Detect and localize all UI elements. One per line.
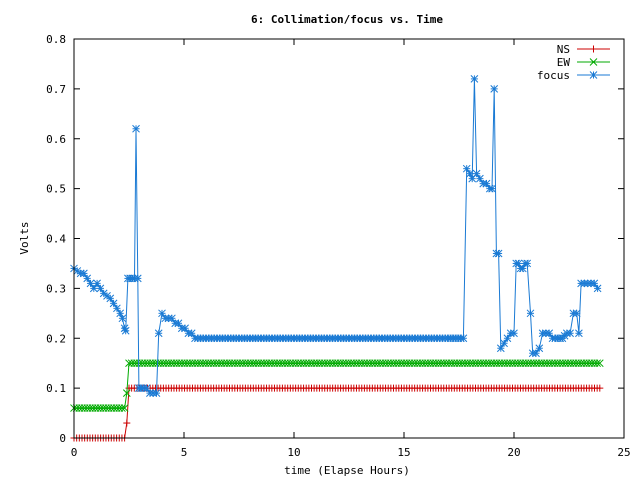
y-tick-label: 0.6 [46,133,66,146]
legend-marker-NS [590,45,597,53]
focus-point [535,344,544,353]
focus-point [566,329,574,338]
NS-point [123,419,131,427]
y-tick-label: 0.4 [46,233,66,246]
x-axis-label: time (Elapse Hours) [284,464,410,477]
focus-point [121,326,130,335]
focus-point [490,85,499,93]
y-tick-label: 0.3 [46,282,66,295]
axis-ticks: 0 5 10 15 20 25 0 0.1 0.2 0.3 0.4 0.5 0.6 0.7 0.8 [46,33,631,459]
series-EW [70,359,604,412]
y-tick-label: 0.5 [46,183,66,196]
focus-point [158,309,166,318]
x-tick-label: 0 [71,446,78,459]
focus-point [494,249,503,258]
legend-marker-EW [589,58,598,66]
EW-point [118,404,126,412]
focus-point [523,259,532,268]
x-tick-label: 10 [287,446,300,459]
focus-point [109,299,118,308]
y-tick-label: 0 [59,432,66,445]
EW-point [595,359,604,368]
focus-point [118,314,127,323]
series-focus [70,75,602,397]
y-tick-label: 0.2 [46,332,66,345]
focus-point [476,174,484,183]
focus-point [83,274,92,283]
focus-point [545,329,554,338]
EW-point [593,359,602,368]
focus-point [96,284,105,293]
focus-line [73,78,599,394]
focus-point [590,279,599,288]
y-axis-label: Volts [18,221,31,254]
focus-point [154,329,163,338]
legend-label-NS: NS [557,43,570,56]
focus-point [181,324,189,333]
focus-point [133,274,142,283]
focus-point [459,334,468,343]
chart-title: 6: Collimation/focus vs. Time [251,13,443,26]
focus-point [470,75,479,83]
focus-point [503,334,512,343]
focus-point [572,309,581,318]
focus-point [532,349,540,358]
series-layer [70,75,604,442]
x-tick-label: 25 [617,446,630,459]
focus-point [113,304,121,313]
x-tick-label: 20 [507,446,520,459]
y-tick-label: 0.7 [46,83,66,96]
focus-point [510,329,518,338]
focus-point [89,284,98,293]
y-tick-label: 0.1 [46,382,66,395]
x-tick-label: 15 [397,446,410,459]
EW-point [120,404,129,412]
focus-point [496,344,505,353]
focus-point [593,284,602,293]
focus-point [132,124,140,133]
y-tick-label: 0.8 [46,33,66,46]
focus-point [187,329,196,338]
focus-point [80,269,88,278]
focus-point [462,164,471,173]
focus-point [174,319,183,328]
legend-marker-focus [589,71,598,79]
focus-point [86,279,95,288]
focus-point [152,389,161,397]
focus-point [526,309,535,318]
EW-point [122,389,131,397]
x-tick-label: 5 [181,446,188,459]
focus-point [168,314,176,323]
NS-point [596,384,604,392]
focus-point [106,294,115,303]
focus-point [142,384,151,392]
legend-label-focus: focus [537,69,570,82]
plot-frame [73,38,625,439]
focus-point [575,329,583,338]
focus-point [472,169,481,178]
focus-point [488,184,496,193]
focus-point [93,279,101,288]
legend-label-EW: EW [557,56,571,69]
focus-point [500,339,508,348]
